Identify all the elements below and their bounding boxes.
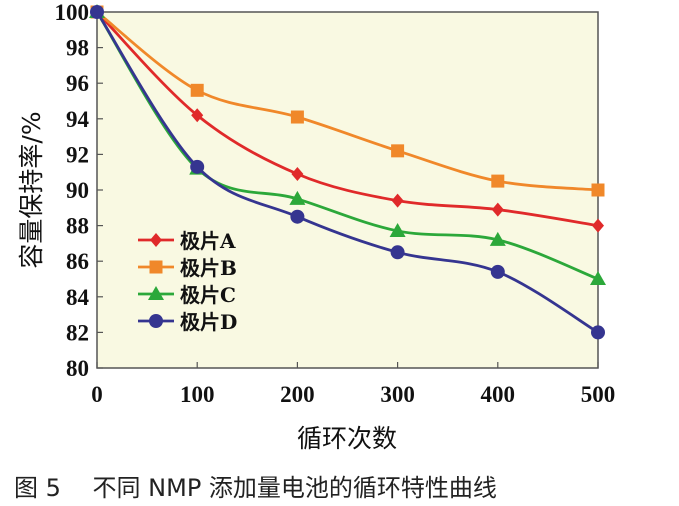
- triangle-marker: [289, 190, 306, 205]
- series-line: [95, 11, 599, 281]
- square-marker: [491, 174, 505, 188]
- legend-label: 极片B: [180, 256, 237, 280]
- y-tick-label: 98: [66, 36, 89, 61]
- triangle-marker: [590, 271, 606, 285]
- x-tick-label: 500: [581, 382, 616, 407]
- legend-item: 极片B: [138, 256, 237, 280]
- y-tick-label: 96: [66, 71, 89, 96]
- diamond-marker: [191, 108, 204, 123]
- series-line: [96, 10, 599, 192]
- y-tick-label: 88: [66, 214, 89, 239]
- diamond-marker: [291, 166, 304, 181]
- triangle-marker: [489, 231, 506, 246]
- circle-marker: [90, 5, 104, 19]
- circle-marker: [190, 159, 205, 174]
- diamond-marker: [391, 193, 404, 208]
- circle-marker: [149, 314, 163, 328]
- x-tick-label: 400: [481, 382, 516, 407]
- square-marker: [591, 183, 605, 197]
- x-tick-label: 100: [180, 382, 215, 407]
- legend-label: 极片A: [180, 229, 236, 253]
- y-tick-label: 100: [55, 0, 90, 25]
- circle-marker: [490, 264, 505, 279]
- y-tick-label: 92: [66, 142, 89, 167]
- y-tick-label: 84: [66, 285, 90, 310]
- circle-marker: [591, 325, 605, 340]
- square-marker: [391, 144, 405, 158]
- square-marker: [290, 110, 304, 124]
- square-marker: [190, 83, 204, 97]
- figure-caption: 图 5 不同 NMP 添加量电池的循环特性曲线: [14, 474, 497, 502]
- series-3: [90, 5, 605, 340]
- series-line: [95, 11, 599, 227]
- y-tick-label: 86: [66, 249, 89, 274]
- square-marker: [149, 260, 163, 274]
- x-tick-label: 0: [91, 382, 103, 407]
- triangle-marker: [389, 222, 406, 237]
- y-tick-label: 94: [66, 107, 90, 132]
- x-tick-label: 200: [280, 382, 315, 407]
- x-axis-label: 循环次数: [297, 424, 397, 453]
- diamond-marker: [491, 202, 504, 217]
- x-tick-label: 300: [380, 382, 415, 407]
- diamond-marker: [592, 218, 604, 233]
- diamond-marker: [150, 233, 162, 247]
- legend-item: 极片D: [138, 310, 237, 334]
- y-tick-label: 90: [66, 178, 89, 203]
- y-axis-label: 容量保持率/%: [17, 111, 46, 268]
- triangle-marker: [148, 286, 164, 300]
- legend-item: 极片C: [138, 283, 236, 307]
- legend-item: 极片A: [138, 229, 236, 253]
- legend-label: 极片C: [180, 283, 236, 307]
- y-tick-label: 80: [66, 356, 89, 381]
- y-tick-label: 82: [66, 320, 89, 345]
- legend-label: 极片D: [180, 310, 237, 334]
- circle-marker: [390, 245, 405, 260]
- circle-marker: [290, 209, 305, 224]
